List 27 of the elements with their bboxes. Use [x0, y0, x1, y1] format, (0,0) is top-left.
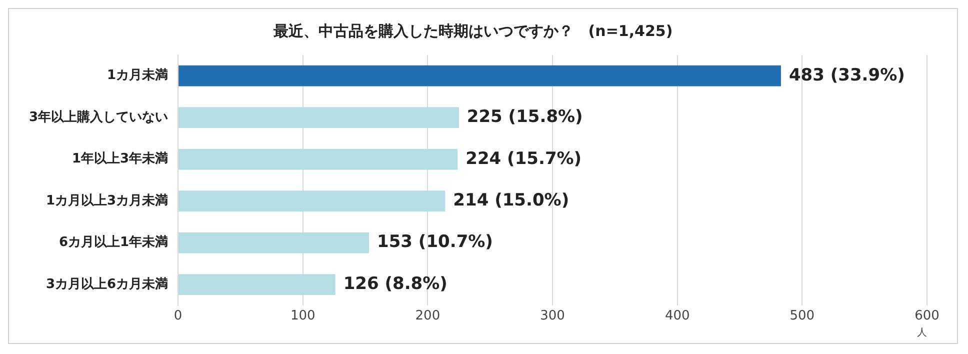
- bar: [178, 107, 459, 128]
- data-label: 225 (15.8%): [466, 107, 583, 128]
- x-tick-label: 300: [540, 308, 565, 324]
- chart-title: 最近、中古品を購入した時期はいつですか？ (n=1,425): [272, 22, 673, 40]
- x-tick-label: 500: [790, 308, 815, 324]
- bar: [178, 232, 370, 254]
- bar: [178, 65, 781, 86]
- data-label: 483 (33.9%): [788, 65, 905, 86]
- y-tick-label: 3年以上購入していない: [29, 108, 168, 125]
- bar: [178, 274, 336, 295]
- y-tick-label: 6カ月以上1年未満: [58, 235, 168, 250]
- x-axis-title: 人: [917, 328, 927, 339]
- x-tick-label: 400: [664, 308, 690, 324]
- data-label: 224 (15.7%): [466, 148, 582, 169]
- data-label: 126 (8.8%): [343, 274, 448, 294]
- y-tick-label: 1カ月以上3カ月未満: [46, 193, 168, 208]
- x-tick-label: 0: [174, 308, 182, 324]
- bar: [178, 148, 458, 170]
- data-label: 214 (15.0%): [453, 190, 570, 210]
- x-tick-label: 200: [415, 308, 440, 324]
- data-label: 153 (10.7%): [377, 232, 493, 252]
- y-tick-label: 1カ月未満: [107, 68, 168, 84]
- y-tick-label: 3カ月以上6カ月未満: [46, 276, 168, 292]
- bar: [178, 190, 446, 212]
- y-tick-label: 1年以上3年未満: [72, 152, 168, 167]
- x-tick-label: 100: [290, 308, 316, 324]
- x-tick-label: 600: [914, 308, 940, 324]
